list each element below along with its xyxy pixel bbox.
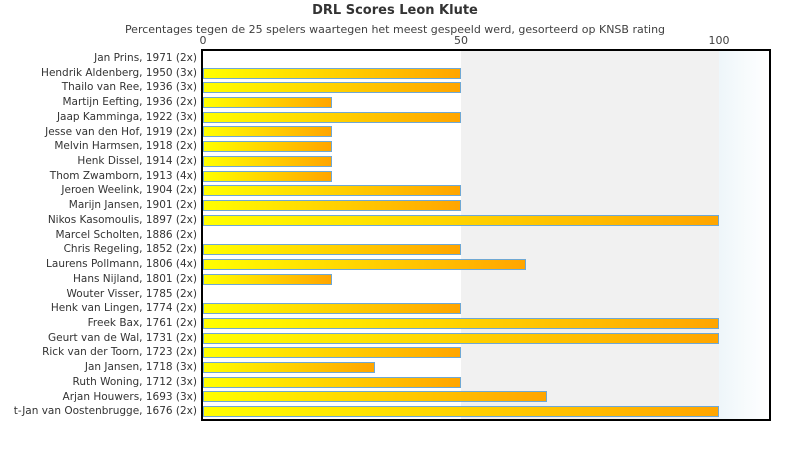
row-label: Jesse van den Hof, 1919 (2x)	[45, 125, 197, 138]
row-label: Henk Dissel, 1914 (2x)	[77, 155, 197, 168]
row-label: Martijn Eefting, 1936 (2x)	[62, 96, 197, 109]
row-label: Thom Zwamborn, 1913 (4x)	[49, 169, 197, 182]
bar	[203, 82, 461, 94]
row-label: Freek Bax, 1761 (2x)	[87, 316, 197, 329]
row-label: Ruth Woning, 1712 (3x)	[72, 375, 198, 388]
bar	[203, 155, 332, 167]
x-axis-tick-label: 0	[199, 34, 207, 47]
bar	[203, 170, 332, 182]
bar	[203, 244, 461, 256]
chart-title: DRL Scores Leon Klute	[312, 3, 478, 18]
row-label: Marijn Jansen, 1901 (2x)	[68, 199, 197, 212]
bar	[203, 111, 461, 123]
background-band-50-100	[461, 51, 719, 419]
bar	[203, 141, 332, 153]
row-label: Chris Regeling, 1852 (2x)	[63, 243, 197, 256]
row-label: Hans Nijland, 1801 (2x)	[73, 272, 197, 285]
row-label: Arjan Houwers, 1693 (3x)	[62, 390, 197, 403]
row-label: t-Jan van Oostenbrugge, 1676 (2x)	[13, 405, 197, 418]
row-label: Wouter Visser, 1785 (2x)	[66, 287, 198, 300]
bar	[203, 97, 332, 109]
x-axis-tick-label: 100	[708, 34, 730, 47]
bar	[203, 185, 461, 197]
row-label: Laurens Pollmann, 1806 (4x)	[46, 258, 197, 271]
x-axis-tick-label: 50	[454, 34, 468, 47]
bar	[203, 200, 461, 212]
bar	[203, 332, 719, 344]
bar	[203, 347, 461, 359]
background-band-over-100	[719, 51, 769, 419]
bar	[203, 273, 332, 285]
row-label: Geurt van de Wal, 1731 (2x)	[47, 331, 197, 344]
row-label: Henk van Lingen, 1774 (2x)	[50, 302, 197, 315]
row-label: Jan Jansen, 1718 (3x)	[84, 361, 197, 374]
bar	[203, 376, 461, 388]
row-label: Marcel Scholten, 1886 (2x)	[55, 228, 197, 241]
plot-area	[201, 49, 771, 421]
bar	[203, 303, 461, 315]
row-label: Jaap Kamminga, 1922 (3x)	[56, 110, 197, 123]
bar	[203, 317, 719, 329]
row-label: Thailo van Ree, 1936 (3x)	[61, 81, 197, 94]
row-label: Jeroen Weelink, 1904 (2x)	[61, 184, 197, 197]
row-label: Hendrik Aldenberg, 1950 (3x)	[41, 66, 197, 79]
bar	[203, 67, 461, 79]
bar	[203, 406, 719, 418]
bar	[203, 126, 332, 138]
row-label: Nikos Kasomoulis, 1897 (2x)	[47, 213, 197, 226]
chart-subtitle: Percentages tegen de 25 spelers waartege…	[124, 23, 666, 36]
row-label: Melvin Harmsen, 1918 (2x)	[54, 140, 197, 153]
row-label: Jan Prins, 1971 (2x)	[94, 52, 197, 64]
bar	[203, 258, 526, 270]
bar	[203, 214, 719, 226]
row-label: Rick van der Toorn, 1723 (2x)	[42, 346, 197, 359]
bar	[203, 391, 548, 403]
bar	[203, 361, 375, 373]
